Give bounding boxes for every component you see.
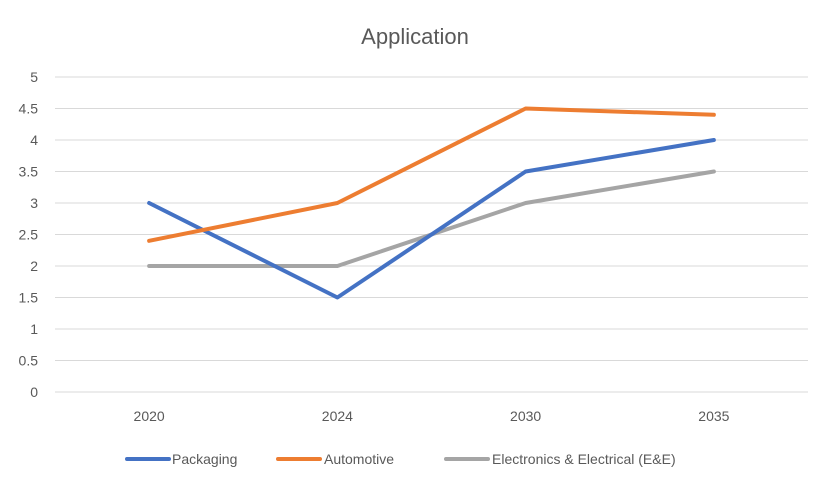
y-tick-label: 0 [30, 384, 38, 400]
y-tick-label: 1 [30, 321, 38, 337]
legend-label: Packaging [172, 451, 237, 467]
legend-label: Automotive [324, 451, 394, 467]
series-line-1 [149, 109, 714, 241]
y-tick-label: 3.5 [19, 164, 39, 180]
x-tick-label: 2024 [322, 408, 353, 424]
y-tick-label: 2 [30, 258, 38, 274]
series-line-2 [149, 172, 714, 267]
x-tick-label: 2030 [510, 408, 541, 424]
series-line-0 [149, 140, 714, 298]
y-tick-label: 3 [30, 195, 38, 211]
y-tick-label: 4 [30, 132, 38, 148]
y-tick-label: 2.5 [19, 227, 39, 243]
x-tick-label: 2020 [134, 408, 165, 424]
y-tick-label: 4.5 [19, 101, 39, 117]
y-axis-ticks: 0 0.5 1 1.5 2 2.5 3 3.5 4 4.5 5 [19, 69, 39, 400]
y-tick-label: 5 [30, 69, 38, 85]
x-tick-label: 2035 [698, 408, 729, 424]
chart-title: Application [361, 24, 469, 49]
y-tick-label: 1.5 [19, 290, 39, 306]
x-axis-ticks: 2020 2024 2030 2035 [134, 408, 730, 424]
legend: Packaging Automotive Electronics & Electri… [127, 451, 676, 467]
y-tick-label: 0.5 [19, 353, 39, 369]
legend-label: Electronics & Electrical (E&E) [492, 451, 676, 467]
